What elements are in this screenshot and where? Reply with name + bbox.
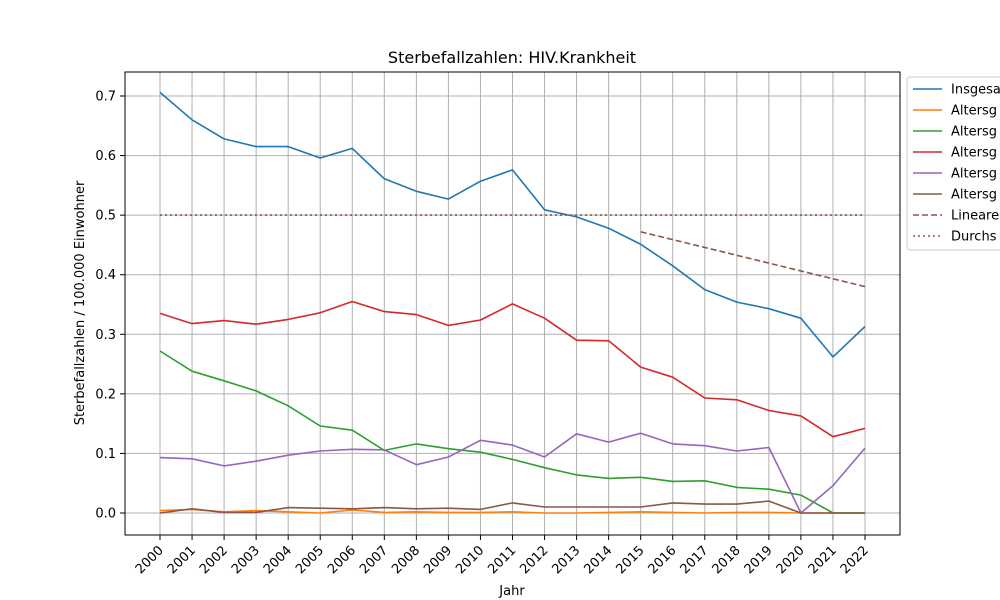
legend-label: Altersg — [951, 146, 997, 161]
series-line-6 — [159, 500, 865, 514]
series-line-7 — [640, 231, 866, 288]
x-axis-label: Jahr — [498, 584, 525, 599]
y-tick-label: 0.3 — [95, 328, 116, 343]
y-tick-label: 0.6 — [95, 149, 116, 164]
legend-label: Altersg — [951, 167, 997, 182]
y-tick-label: 0.0 — [95, 507, 116, 522]
legend-label: Altersg — [951, 188, 997, 203]
y-tick-label: 0.2 — [95, 387, 116, 402]
legend-label: Altersg — [951, 104, 997, 119]
legend-label: Durchs — [951, 230, 997, 245]
series-line-4 — [159, 300, 866, 438]
legend-box — [906, 76, 1000, 251]
y-tick-label: 0.1 — [95, 447, 116, 462]
legend-label: Lineare — [951, 209, 999, 224]
y-tick-label: 0.5 — [95, 209, 116, 224]
series-line-5 — [159, 432, 866, 514]
series-line-1 — [159, 91, 866, 358]
series-lines — [159, 91, 866, 514]
series-line-3 — [159, 350, 865, 514]
y-axis: 0.0 0.1 0.2 0.3 0.4 0.5 0.6 0.7 — [95, 90, 125, 522]
y-tick-label: 0.4 — [95, 268, 116, 283]
chart-title: Sterbefallzahlen: HIV.Krankheit — [388, 48, 636, 67]
legend: Insgesa Altersg Altersg Altersg Altersg Alter… — [906, 76, 1000, 251]
y-tick-label: 0.7 — [95, 90, 116, 105]
series-line-2 — [159, 508, 865, 514]
legend-label: Altersg — [951, 125, 997, 140]
legend-label: Insgesa — [951, 83, 1000, 98]
y-axis-label: Sterbefallzahlen / 100.000 Einwohner — [73, 180, 88, 425]
